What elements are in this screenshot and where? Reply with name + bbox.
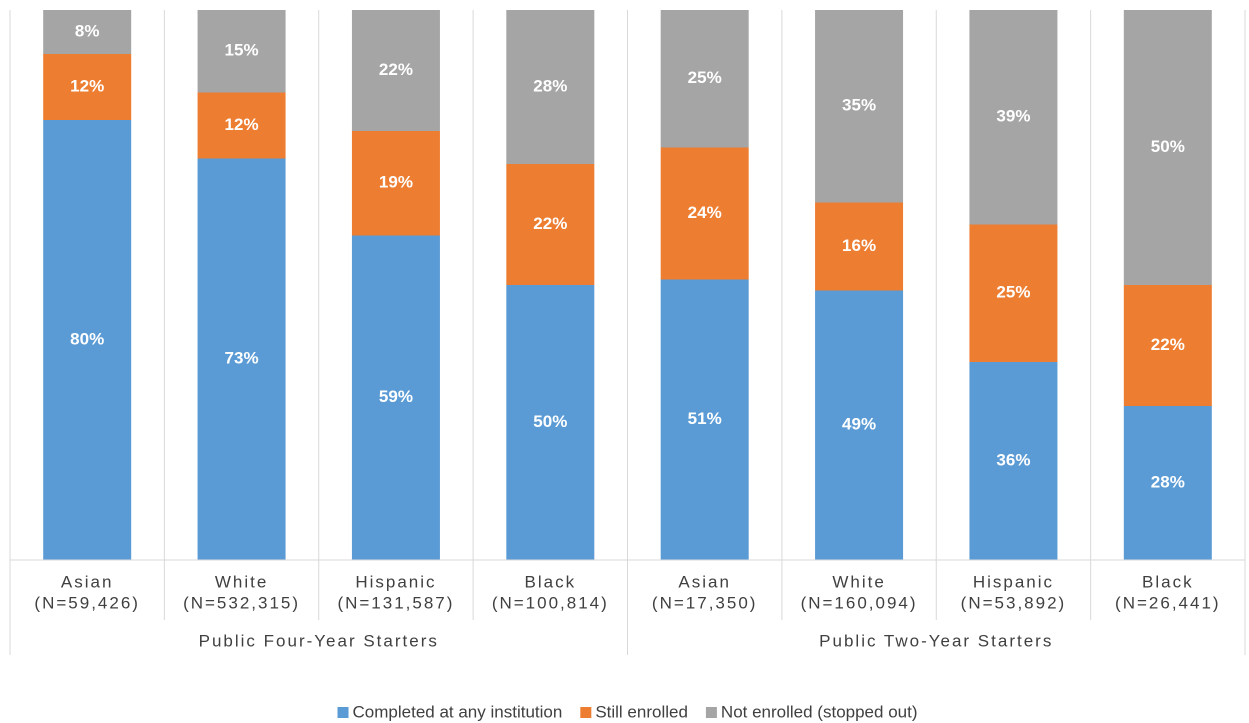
- x-tick-label: (N=100,814): [492, 593, 609, 612]
- data-label: 22%: [533, 214, 567, 233]
- bar-segment: [660, 147, 749, 280]
- x-tick-label: Asian: [678, 572, 731, 591]
- bar-segment: [815, 10, 904, 203]
- x-tick-label: Asian: [61, 572, 114, 591]
- group-label: Public Two-Year Starters: [819, 631, 1053, 650]
- data-label: 80%: [70, 329, 104, 348]
- bar-segment: [197, 10, 286, 93]
- bar-segment: [1123, 406, 1212, 560]
- data-label: 24%: [688, 203, 722, 222]
- data-label: 50%: [1151, 137, 1185, 156]
- data-label: 73%: [225, 349, 259, 368]
- x-tick-label: (N=17,350): [652, 593, 758, 612]
- data-label: 35%: [842, 96, 876, 115]
- legend-swatch: [580, 707, 592, 718]
- data-label: 39%: [996, 107, 1030, 126]
- data-label: 25%: [688, 68, 722, 87]
- bar-segment: [1123, 10, 1212, 285]
- data-label: 49%: [842, 415, 876, 434]
- data-label: 28%: [1151, 472, 1185, 491]
- bar-segment: [660, 10, 749, 148]
- bar-segment: [969, 10, 1058, 225]
- bar-segment: [43, 10, 132, 54]
- bar-segment: [506, 10, 595, 164]
- x-tick-label: (N=26,441): [1115, 593, 1221, 612]
- bar-segment: [43, 120, 132, 560]
- data-label: 8%: [75, 21, 100, 40]
- data-label: 12%: [70, 76, 104, 95]
- x-tick-label: (N=160,094): [801, 593, 918, 612]
- x-tick-label: Black: [1142, 572, 1194, 591]
- bar-segment: [197, 158, 286, 560]
- legend-label: Completed at any institution: [353, 702, 563, 721]
- data-label: 16%: [842, 236, 876, 255]
- x-tick-label: Hispanic: [355, 572, 436, 591]
- data-label: 19%: [379, 173, 413, 192]
- data-label: 51%: [688, 409, 722, 428]
- legend-label: Still enrolled: [595, 702, 688, 721]
- x-tick-label: (N=53,892): [961, 593, 1067, 612]
- x-tick-label: (N=131,587): [337, 593, 454, 612]
- x-tick-label: (N=59,426): [34, 593, 140, 612]
- data-label: 28%: [533, 76, 567, 95]
- data-label: 59%: [379, 387, 413, 406]
- bar-segment: [1123, 285, 1212, 406]
- bar-segment: [969, 362, 1058, 560]
- data-label: 22%: [379, 60, 413, 79]
- data-label: 50%: [533, 412, 567, 431]
- x-tick-label: (N=532,315): [183, 593, 300, 612]
- bar-segment: [815, 202, 904, 291]
- legend: Completed at any institution Still enroll…: [337, 702, 918, 721]
- bar-segment: [815, 290, 904, 560]
- data-label: 15%: [225, 41, 259, 60]
- group-label: Public Four-Year Starters: [199, 631, 439, 650]
- bar-segment: [660, 279, 749, 560]
- bar-segment: [969, 224, 1058, 362]
- bar-segment: [506, 285, 595, 560]
- x-tick-label: Hispanic: [973, 572, 1054, 591]
- legend-label: Not enrolled (stopped out): [721, 702, 918, 721]
- data-label: 36%: [996, 450, 1030, 469]
- bar-segment: [351, 131, 440, 236]
- data-label: 25%: [996, 283, 1030, 302]
- legend-swatch: [705, 707, 717, 718]
- data-label: 12%: [225, 115, 259, 134]
- legend-swatch: [337, 707, 349, 718]
- x-tick-label: Black: [525, 572, 577, 591]
- bar-segment: [197, 92, 286, 159]
- bar-segment: [506, 164, 595, 285]
- x-tick-label: White: [832, 572, 885, 591]
- data-label: 22%: [1151, 335, 1185, 354]
- x-tick-label: White: [215, 572, 268, 591]
- bar-segment: [351, 235, 440, 560]
- bar-segment: [351, 10, 440, 131]
- bar-segment: [43, 54, 132, 120]
